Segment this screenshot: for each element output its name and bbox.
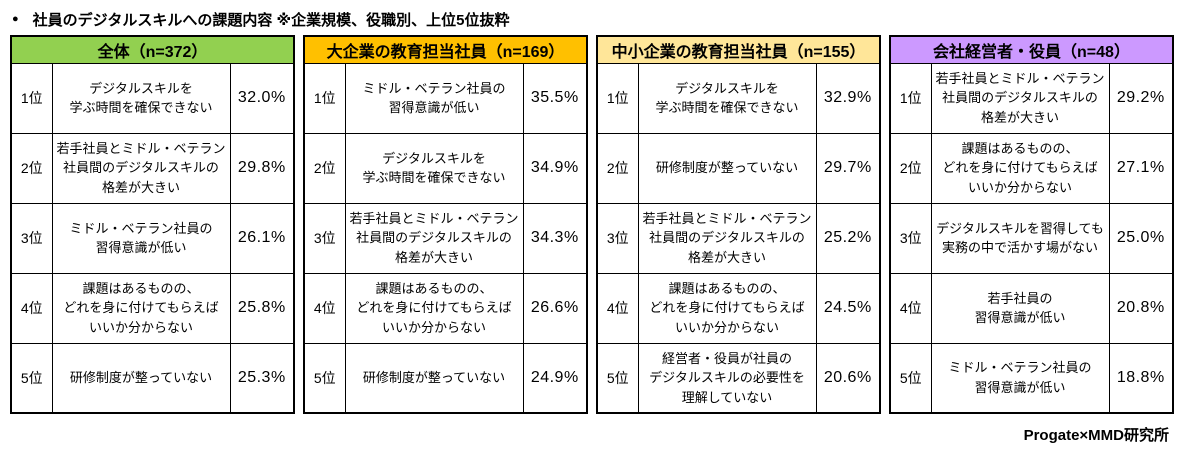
percent-cell: 25.3% (229, 342, 295, 414)
issue-cell: 課題はあるものの、 どれを身に付けてもらえば いいか分からない (344, 272, 524, 344)
issue-cell: 若手社員とミドル・ベテラン 社員間のデジタルスキルの 格差が大きい (637, 202, 817, 274)
figure-title-text: 社員のデジタルスキルへの課題内容 ※企業規模、役職別、上位5位抜粋 (32, 12, 510, 29)
issue-cell: 研修制度が整っていない (51, 342, 231, 414)
rank-cell: 5位 (303, 342, 346, 414)
issue-cell: 若手社員の 習得意識が低い (930, 272, 1110, 344)
table-row: 5位 経営者・役員が社員の デジタルスキルの必要性を 理解していない 20.6% (596, 342, 881, 414)
percent-cell: 32.0% (229, 62, 295, 134)
table-row: 4位 若手社員の 習得意識が低い 20.8% (889, 272, 1174, 344)
issue-cell: 経営者・役員が社員の デジタルスキルの必要性を 理解していない (637, 342, 817, 414)
percent-cell: 24.9% (522, 342, 588, 414)
table-executives: 会社経営者・役員（n=48） 1位 若手社員とミドル・ベテラン 社員間のデジタル… (889, 35, 1174, 414)
percent-cell: 29.8% (229, 132, 295, 204)
issue-cell: デジタルスキルを 学ぶ時間を確保できない (344, 132, 524, 204)
rank-cell: 1位 (596, 62, 639, 134)
table-overall: 全体（n=372） 1位 デジタルスキルを 学ぶ時間を確保できない 32.0% … (10, 35, 295, 414)
percent-cell: 18.8% (1108, 342, 1174, 414)
rank-cell: 4位 (889, 272, 932, 344)
issue-cell: デジタルスキルを 学ぶ時間を確保できない (51, 62, 231, 134)
figure-title: ● 社員のデジタルスキルへの課題内容 ※企業規模、役職別、上位5位抜粋 (0, 0, 1182, 33)
issue-cell: 課題はあるものの、 どれを身に付けてもらえば いいか分からない (51, 272, 231, 344)
rank-cell: 2位 (889, 132, 932, 204)
issue-cell: 若手社員とミドル・ベテラン 社員間のデジタルスキルの 格差が大きい (344, 202, 524, 274)
rank-cell: 5位 (889, 342, 932, 414)
table-row: 1位 デジタルスキルを 学ぶ時間を確保できない 32.9% (596, 62, 881, 134)
percent-cell: 20.6% (815, 342, 881, 414)
table-row: 1位 若手社員とミドル・ベテラン 社員間のデジタルスキルの 格差が大きい 29.… (889, 62, 1174, 134)
rank-cell: 4位 (303, 272, 346, 344)
ranking-tables: 全体（n=372） 1位 デジタルスキルを 学ぶ時間を確保できない 32.0% … (10, 35, 1174, 414)
percent-cell: 34.3% (522, 202, 588, 274)
percent-cell: 25.2% (815, 202, 881, 274)
percent-cell: 29.7% (815, 132, 881, 204)
bullet-icon: ● (12, 12, 19, 25)
percent-cell: 34.9% (522, 132, 588, 204)
rank-cell: 4位 (10, 272, 53, 344)
table-row: 2位 デジタルスキルを 学ぶ時間を確保できない 34.9% (303, 132, 588, 204)
percent-cell: 26.6% (522, 272, 588, 344)
issue-cell: 若手社員とミドル・ベテラン 社員間のデジタルスキルの 格差が大きい (51, 132, 231, 204)
issue-cell: 研修制度が整っていない (637, 132, 817, 204)
table-row: 3位 ミドル・ベテラン社員の 習得意識が低い 26.1% (10, 202, 295, 274)
rank-cell: 3位 (10, 202, 53, 274)
percent-cell: 24.5% (815, 272, 881, 344)
table-row: 2位 課題はあるものの、 どれを身に付けてもらえば いいか分からない 27.1% (889, 132, 1174, 204)
percent-cell: 26.1% (229, 202, 295, 274)
issue-cell: 若手社員とミドル・ベテラン 社員間のデジタルスキルの 格差が大きい (930, 62, 1110, 134)
issue-cell: ミドル・ベテラン社員の 習得意識が低い (344, 62, 524, 134)
percent-cell: 29.2% (1108, 62, 1174, 134)
rank-cell: 3位 (303, 202, 346, 274)
issue-cell: デジタルスキルを習得しても 実務の中で活かす場がない (930, 202, 1110, 274)
table-row: 5位 ミドル・ベテラン社員の 習得意識が低い 18.8% (889, 342, 1174, 414)
table-row: 2位 若手社員とミドル・ベテラン 社員間のデジタルスキルの 格差が大きい 29.… (10, 132, 295, 204)
rank-cell: 2位 (596, 132, 639, 204)
issue-cell: 研修制度が整っていない (344, 342, 524, 414)
issue-cell: 課題はあるものの、 どれを身に付けてもらえば いいか分からない (637, 272, 817, 344)
rank-cell: 1位 (889, 62, 932, 134)
percent-cell: 25.8% (229, 272, 295, 344)
table-row: 1位 ミドル・ベテラン社員の 習得意識が低い 35.5% (303, 62, 588, 134)
percent-cell: 32.9% (815, 62, 881, 134)
table-sme-header: 中小企業の教育担当社員（n=155） (596, 35, 881, 64)
percent-cell: 35.5% (522, 62, 588, 134)
table-row: 3位 若手社員とミドル・ベテラン 社員間のデジタルスキルの 格差が大きい 25.… (596, 202, 881, 274)
issue-cell: ミドル・ベテラン社員の 習得意識が低い (930, 342, 1110, 414)
table-sme: 中小企業の教育担当社員（n=155） 1位 デジタルスキルを 学ぶ時間を確保でき… (596, 35, 881, 414)
table-row: 1位 デジタルスキルを 学ぶ時間を確保できない 32.0% (10, 62, 295, 134)
percent-cell: 25.0% (1108, 202, 1174, 274)
table-executives-header: 会社経営者・役員（n=48） (889, 35, 1174, 64)
table-overall-header: 全体（n=372） (10, 35, 295, 64)
percent-cell: 20.8% (1108, 272, 1174, 344)
table-row: 4位 課題はあるものの、 どれを身に付けてもらえば いいか分からない 26.6% (303, 272, 588, 344)
table-row: 3位 若手社員とミドル・ベテラン 社員間のデジタルスキルの 格差が大きい 34.… (303, 202, 588, 274)
table-row: 2位 研修制度が整っていない 29.7% (596, 132, 881, 204)
table-row: 4位 課題はあるものの、 どれを身に付けてもらえば いいか分からない 24.5% (596, 272, 881, 344)
rank-cell: 3位 (596, 202, 639, 274)
issue-cell: デジタルスキルを 学ぶ時間を確保できない (637, 62, 817, 134)
rank-cell: 1位 (10, 62, 53, 134)
rank-cell: 4位 (596, 272, 639, 344)
rank-cell: 2位 (10, 132, 53, 204)
table-large-company: 大企業の教育担当社員（n=169） 1位 ミドル・ベテラン社員の 習得意識が低い… (303, 35, 588, 414)
rank-cell: 5位 (10, 342, 53, 414)
table-row: 5位 研修制度が整っていない 25.3% (10, 342, 295, 414)
issue-cell: ミドル・ベテラン社員の 習得意識が低い (51, 202, 231, 274)
table-large-company-header: 大企業の教育担当社員（n=169） (303, 35, 588, 64)
rank-cell: 3位 (889, 202, 932, 274)
percent-cell: 27.1% (1108, 132, 1174, 204)
rank-cell: 1位 (303, 62, 346, 134)
source-credit: Progate×MMD研究所 (1023, 427, 1169, 444)
table-row: 5位 研修制度が整っていない 24.9% (303, 342, 588, 414)
table-row: 3位 デジタルスキルを習得しても 実務の中で活かす場がない 25.0% (889, 202, 1174, 274)
rank-cell: 2位 (303, 132, 346, 204)
table-row: 4位 課題はあるものの、 どれを身に付けてもらえば いいか分からない 25.8% (10, 272, 295, 344)
issue-cell: 課題はあるものの、 どれを身に付けてもらえば いいか分からない (930, 132, 1110, 204)
rank-cell: 5位 (596, 342, 639, 414)
